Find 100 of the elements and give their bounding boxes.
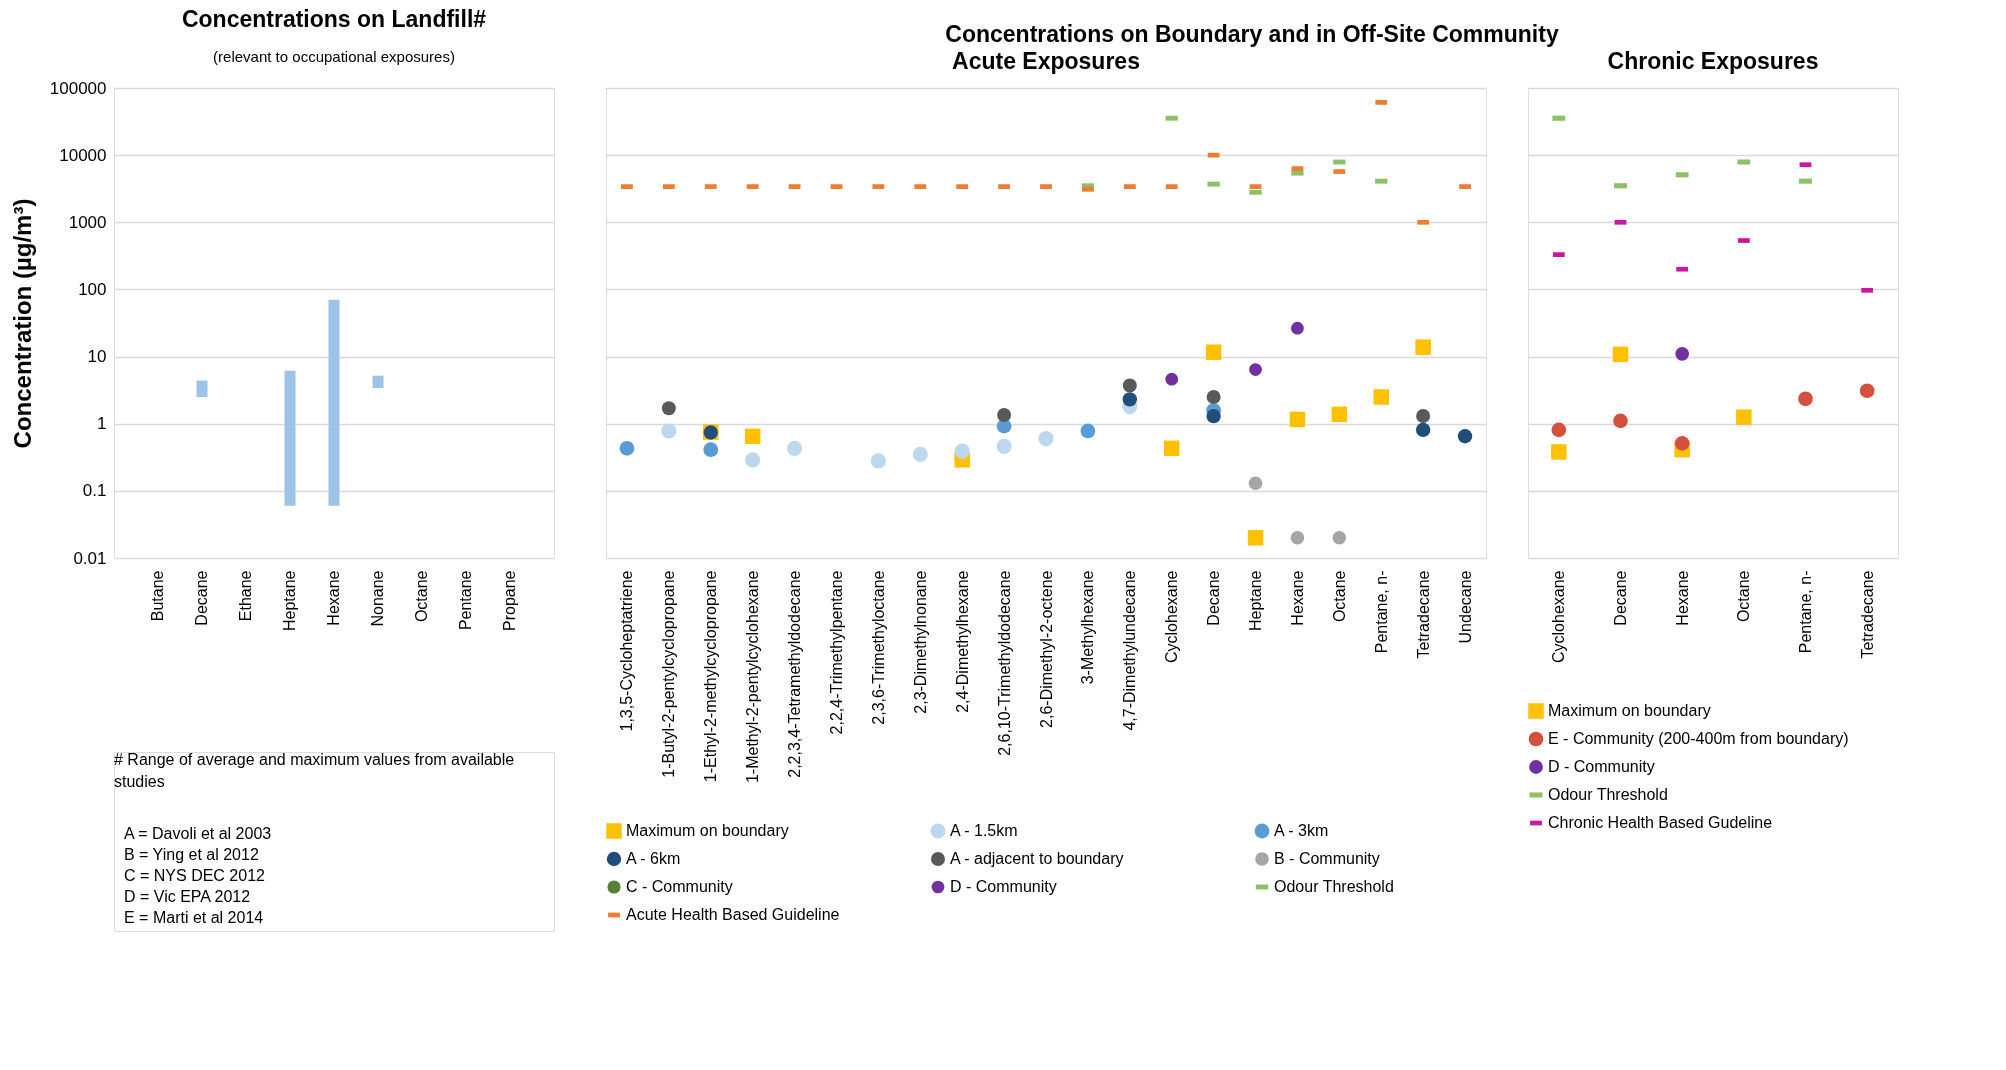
legend-label: Odour Threshold (1274, 878, 1394, 895)
text: C = NYS DEC 2012 (124, 867, 266, 884)
x-tick-label: Pentane, n- (1797, 570, 1814, 654)
point (997, 407, 1012, 422)
x-tick-label: Tetradecane (1858, 570, 1876, 659)
y-tick-label: 0.01 (73, 548, 107, 568)
x-tick-label: Propane (501, 570, 518, 631)
point (1038, 431, 1054, 447)
x-tick-label: 2,3,6-Trimethyloctane (869, 570, 887, 725)
point (996, 438, 1012, 454)
x-tick-label: Octane (1735, 570, 1753, 623)
x-tick-label: 1-Butyl-2-pentylcyclopropane (660, 570, 678, 778)
point (1289, 411, 1306, 428)
x-tick-label: Hexane (325, 570, 342, 626)
x-tick-label: Hexane (1673, 570, 1691, 626)
point (1613, 413, 1628, 429)
legend-label: E - Community (200-400m from boundary) (1548, 730, 1849, 747)
point (1249, 363, 1262, 376)
x-tick-label: 3-Methylhexane (1079, 570, 1097, 685)
legend-label: Acute Health Based Guideline (626, 906, 840, 923)
x-tick-label: Pentane, n- (1372, 570, 1390, 654)
x-tick-label: 1-Ethyl-2-methylcyclopropane (702, 570, 720, 783)
point (703, 442, 719, 458)
point (1415, 422, 1431, 438)
point (1332, 531, 1347, 545)
bar (328, 299, 340, 506)
point (1798, 391, 1813, 407)
point (1291, 321, 1304, 335)
x-tick-label: Decane (193, 570, 210, 626)
legend-label: A - 6km (626, 850, 681, 867)
y-tick-label: 100 (78, 279, 107, 299)
point (1674, 436, 1690, 451)
chart-subtitle: (relevant to occupational exposures) (213, 48, 455, 65)
point (1122, 392, 1137, 407)
legend-label: Maximum on boundary (626, 822, 789, 839)
y-tick-label: 0.1 (82, 481, 107, 501)
x-tick-label: 2,6,10-Trimethyldodecane (995, 570, 1013, 756)
x-tick-label: 2,6-Dimethyl-2-octene (1037, 570, 1055, 728)
text: B = Ying et al 2012 (124, 846, 259, 863)
legend-label: Odour Threshold (1548, 786, 1668, 803)
bar (196, 380, 208, 397)
chart-title: Concentrations on Boundary and in Off-Site Community (945, 20, 1559, 47)
point (1551, 444, 1567, 460)
y-axis-title: Concentration (µg/m³) (8, 198, 36, 449)
legend-label: C - Community (626, 878, 733, 895)
point (1290, 531, 1305, 545)
point (1373, 389, 1389, 405)
point (1415, 339, 1431, 355)
legend-label: B - Community (1274, 850, 1380, 867)
y-tick-label: 10 (87, 347, 107, 367)
point (1206, 408, 1221, 424)
x-tick-label: Heptane (1247, 570, 1265, 631)
x-tick-label: Cyclohexane (1163, 570, 1181, 663)
point (1736, 409, 1752, 425)
y-tick-label: 1 (97, 414, 107, 434)
point (1122, 378, 1137, 393)
point (1080, 423, 1096, 439)
legend-label: A - 3km (1274, 822, 1329, 839)
point (1165, 372, 1179, 386)
x-tick-label: Butane (149, 570, 166, 622)
point (1247, 530, 1264, 546)
legend-label: D - Community (1548, 758, 1655, 775)
point (1457, 429, 1473, 444)
x-tick-label: 2,4-Dimethylhexane (953, 570, 971, 713)
text: E = Marti et al 2014 (124, 909, 264, 926)
x-tick-label: Nonane (369, 570, 386, 627)
x-tick-label: 2,2,4-Trimethylpentane (827, 570, 845, 735)
legend-label: Maximum on boundary (1548, 702, 1711, 719)
x-tick-label: Decane (1205, 570, 1223, 626)
point (1859, 383, 1875, 399)
x-tick-label: 1,3,5-Cycloheptatriene (618, 570, 636, 732)
point (661, 423, 677, 439)
bar (372, 375, 384, 389)
point (1248, 476, 1263, 490)
x-tick-label: Pentane (457, 570, 474, 631)
y-tick-label: 10000 (59, 145, 107, 165)
point (1416, 409, 1431, 424)
point (912, 446, 928, 462)
x-tick-label: Heptane (281, 570, 298, 631)
point (1206, 390, 1221, 404)
chart-title: Chronic Exposures (1607, 48, 1819, 74)
point (1612, 346, 1629, 363)
x-tick-label: Octane (413, 570, 430, 623)
point (1205, 344, 1222, 360)
x-tick-label: 1-Methyl-2-pentylcyclohexane (744, 570, 762, 784)
x-tick-label: 4,7-Dimethylundecane (1121, 570, 1139, 731)
x-tick-label: 2,3-Dimethylnonane (911, 570, 929, 714)
chart-subtitle: Acute Exposures (952, 48, 1140, 74)
legend-label: A - 1.5km (950, 822, 1018, 839)
point (787, 440, 803, 456)
text: # Range of average and maximum values from available studies (114, 751, 515, 790)
chart-title: Concentrations on Landfill# (181, 6, 487, 32)
x-tick-label: Decane (1612, 570, 1629, 626)
y-tick-label: 1000 (68, 212, 107, 232)
text: A = Davoli et al 2003 (124, 825, 272, 842)
point (619, 440, 635, 456)
legend-label: D - Community (950, 878, 1057, 895)
point (1331, 406, 1348, 423)
text: D = Vic EPA 2012 (124, 888, 251, 905)
legend-label: Chronic Health Based Gudeline (1548, 814, 1773, 831)
